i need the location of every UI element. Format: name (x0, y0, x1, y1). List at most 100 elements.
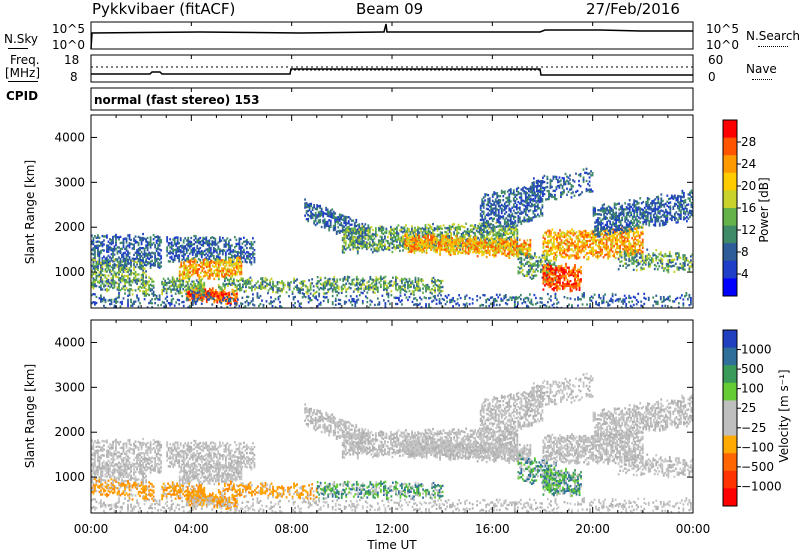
power-echo-cell (377, 241, 380, 244)
power-echo-cell (343, 225, 346, 228)
power-echo-cell (151, 284, 154, 287)
power-echo-cell (142, 290, 144, 293)
power-echo-cell (521, 244, 524, 247)
power-echo-cell (508, 238, 511, 241)
power-echo-cell (334, 222, 337, 225)
power-echo-cell (430, 236, 432, 239)
power-echo-cell (513, 234, 516, 237)
power-echo-cell (375, 284, 378, 287)
power-echo-cell (371, 241, 374, 244)
power-echo-cell (190, 236, 193, 240)
power-echo-cell (332, 210, 335, 214)
power-echo-cell (248, 286, 250, 289)
power-echo-cell (220, 295, 223, 299)
power-echo-cell (329, 209, 332, 212)
power-echo-cell (243, 250, 245, 254)
power-echo-cell (128, 258, 131, 261)
power-echo-cell (343, 275, 346, 279)
power-echo-cell (251, 287, 253, 290)
power-echo-cell (128, 256, 131, 259)
power-echo-cell (526, 247, 529, 250)
power-echo-cell (590, 174, 592, 177)
power-echo-cell (331, 214, 334, 217)
power-echo-cell (228, 280, 231, 283)
power-echo-cell (495, 243, 498, 247)
power-echo-cell (127, 244, 129, 247)
power-echo-cell (119, 258, 122, 261)
power-echo-cell (546, 185, 549, 189)
power-echo-cell (218, 240, 221, 243)
power-echo-cell (372, 284, 375, 288)
power-echo-cell (575, 257, 578, 260)
power-echo-cell (533, 264, 536, 267)
power-echo-cell (149, 236, 152, 239)
power-echo-cell (524, 211, 527, 214)
power-echo-cell (210, 293, 213, 296)
power-echo-cell (299, 287, 301, 291)
power-echo-cell (411, 227, 413, 230)
power-echo-cell (469, 228, 472, 231)
power-echo-cell (508, 213, 511, 216)
power-echo-cell (364, 227, 367, 230)
power-echo-cell (225, 262, 228, 265)
power-echo-cell (353, 239, 356, 243)
power-echo-cell (232, 289, 235, 293)
power-echo-cell (113, 274, 116, 277)
power-echo-cell (523, 190, 526, 193)
power-echo-cell (380, 225, 383, 229)
power-echo-cell (529, 268, 532, 271)
power-echo-cell (490, 230, 493, 233)
power-echo-cell (364, 241, 367, 245)
power-echo-cell (325, 282, 328, 285)
power-echo-cell (358, 240, 361, 244)
power-echo-cell (253, 252, 256, 256)
power-echo-cell (383, 243, 386, 246)
power-echo-cell (472, 225, 475, 229)
power-echo-cell (487, 222, 490, 225)
power-echo-cell (499, 237, 502, 240)
power-echo-cell (213, 277, 216, 281)
power-echo-cell (457, 242, 460, 245)
power-echo-cell (421, 247, 424, 250)
power-echo-cell (503, 241, 506, 244)
power-echo-cell (567, 180, 570, 183)
power-echo-cell (202, 275, 205, 278)
power-echo-cell (332, 214, 335, 218)
power-echo-cell (503, 212, 506, 215)
power-echo-cell (503, 202, 506, 205)
power-echo-cell (222, 289, 225, 292)
power-echo-cell (229, 272, 232, 275)
power-echo-cell (276, 289, 279, 292)
power-echo-cell (346, 246, 349, 250)
power-echo-cell (175, 242, 178, 245)
power-echo-cell (333, 275, 336, 279)
power-echo-cell (324, 284, 327, 288)
power-echo-cell (406, 232, 408, 235)
power-echo-cell (437, 287, 439, 290)
power-echo-cell (406, 238, 408, 241)
power-echo-cell (530, 273, 533, 276)
power-echo-cell (137, 273, 140, 276)
power-echo-cell (431, 281, 433, 285)
power-echo-cell (468, 234, 471, 237)
power-echo-cell (446, 240, 449, 243)
power-echo-cell (386, 248, 389, 251)
power-echo-cell (182, 257, 185, 260)
power-echo-cell (207, 263, 210, 266)
power-echo-cell (326, 208, 329, 211)
power-echo-cell (220, 273, 223, 276)
power-echo-cell (246, 250, 248, 254)
power-echo-cell (152, 242, 155, 245)
power-echo-cell (321, 283, 324, 286)
power-echo-cell (139, 285, 141, 288)
power-echo-cell (101, 257, 104, 260)
power-echo-cell (128, 238, 131, 241)
power-echo-cell (366, 287, 369, 290)
power-echo-cell (439, 225, 442, 228)
power-echo-cell (496, 243, 499, 246)
power-echo-cell (204, 288, 207, 291)
power-echo-cell (497, 215, 500, 218)
power-echo-cell (358, 227, 361, 230)
power-echo-cell (509, 190, 512, 193)
power-echo-cell (508, 193, 511, 196)
